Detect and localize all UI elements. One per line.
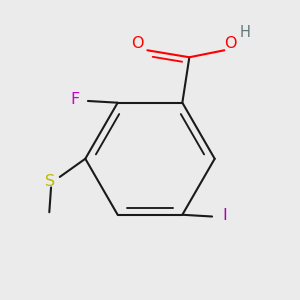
Text: H: H	[239, 25, 250, 40]
Text: O: O	[224, 37, 237, 52]
Text: F: F	[70, 92, 79, 107]
Text: S: S	[45, 174, 56, 189]
Text: O: O	[131, 37, 144, 52]
Text: I: I	[222, 208, 227, 223]
